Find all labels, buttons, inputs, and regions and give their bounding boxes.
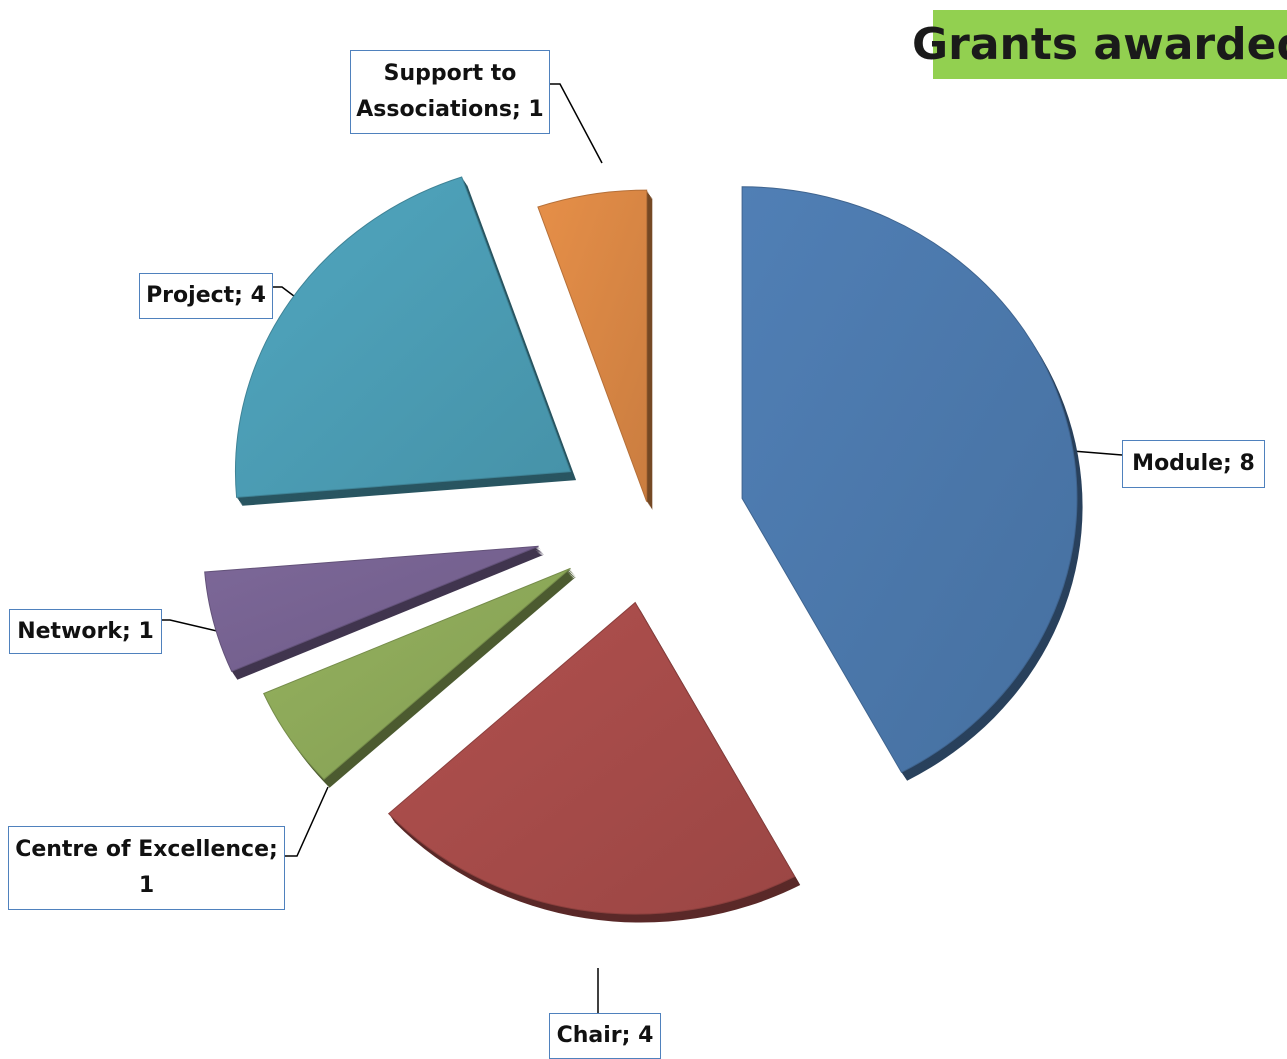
data-label-centre-of-excellence: Centre of Excellence; 1 [8, 826, 285, 910]
chart-title-box: Grants awarded [912, 10, 1287, 79]
data-label-support-to-associations: Support to Associations; 1 [350, 50, 550, 134]
pie-slices [204, 176, 1083, 923]
chart-title: Grants awarded [912, 19, 1287, 70]
data-label-project: Project; 4 [139, 273, 273, 319]
pie-slice-centre-of-excellence [263, 567, 577, 788]
data-label-chair: Chair; 4 [549, 1013, 661, 1059]
leader-line [550, 83, 603, 164]
pie-slice-module [741, 186, 1083, 781]
data-label-network: Network; 1 [9, 609, 162, 654]
pie-slice-support-to-associations [537, 189, 653, 511]
pie-slice-chair [387, 601, 801, 923]
pie-slice-project [234, 176, 577, 506]
leader-line [285, 786, 329, 857]
data-label-module: Module; 8 [1122, 440, 1265, 488]
pie-slice-network [204, 545, 545, 680]
